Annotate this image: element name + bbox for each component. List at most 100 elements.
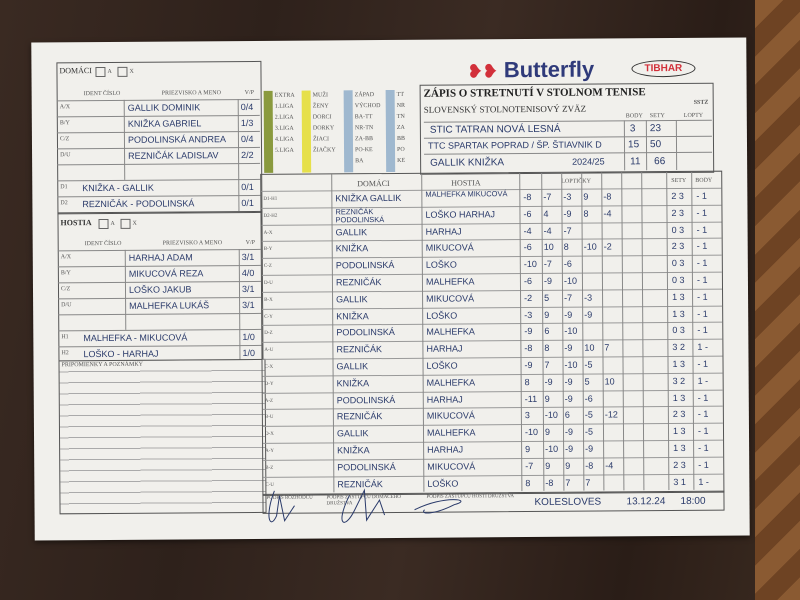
ball-score: 7 bbox=[585, 477, 591, 488]
match-points: - 1 bbox=[696, 224, 708, 235]
ball-score: 9 bbox=[544, 393, 550, 404]
match-code: B-U bbox=[264, 415, 274, 421]
ball-score: 7 bbox=[565, 477, 571, 488]
legend-item[interactable]: VÝCHOD bbox=[354, 103, 381, 110]
match-away-player: MALHEFKA bbox=[426, 326, 475, 338]
sheet-title: ZÁPIS O STRETNUTÍ V STOLNOM TENISE bbox=[423, 86, 646, 100]
home-option-x-checkbox[interactable] bbox=[117, 66, 128, 77]
match-points: - 1 bbox=[697, 425, 709, 437]
match-away-player: MALHEFKA bbox=[426, 427, 476, 438]
vp-label: V/P bbox=[244, 89, 254, 97]
ball-score: -2 bbox=[603, 241, 612, 252]
away-option-a-checkbox[interactable] bbox=[98, 218, 109, 230]
home-option-a-checkbox[interactable] bbox=[95, 66, 106, 78]
match-sets: 3 2 bbox=[672, 375, 686, 386]
player-position: C/Z bbox=[60, 286, 71, 293]
match-code: D-U bbox=[263, 280, 273, 286]
legend-color-swatch bbox=[343, 90, 354, 173]
ball-score: -2 bbox=[524, 292, 533, 303]
match-sets: 1 3 bbox=[672, 291, 685, 302]
col-points: BODY bbox=[695, 177, 713, 184]
player-position: B/Y bbox=[59, 120, 70, 127]
legend-item[interactable]: BA-TT bbox=[354, 114, 373, 121]
match-code: D-X bbox=[264, 432, 274, 438]
match-points: - 1 bbox=[697, 392, 709, 403]
col-home: DOMÁCI bbox=[357, 179, 390, 189]
ball-score: -9 bbox=[565, 443, 574, 454]
legend-item[interactable]: NR-TN bbox=[354, 125, 374, 132]
ball-score: -10 bbox=[564, 359, 578, 370]
ball-score: -9 bbox=[524, 326, 533, 337]
ball-score: -8 bbox=[585, 460, 594, 471]
match-home-player: GALLIK bbox=[336, 361, 369, 372]
ball-score: -12 bbox=[604, 409, 618, 420]
match-away-player: LOŠKO bbox=[426, 360, 458, 371]
legend-item[interactable]: PO bbox=[397, 146, 405, 153]
ball-score: 7 bbox=[544, 359, 550, 370]
legend-item[interactable]: BB bbox=[396, 135, 405, 142]
legend-color-swatch bbox=[301, 90, 312, 173]
legend-item[interactable]: PO-KE bbox=[355, 147, 373, 154]
ball-score: -5 bbox=[584, 359, 593, 370]
match-points: 1 - bbox=[697, 341, 708, 353]
legend-item[interactable]: ŽENY bbox=[312, 103, 329, 110]
match-code: A-X bbox=[263, 230, 273, 236]
player-vp: 3/1 bbox=[241, 283, 255, 295]
legend-item[interactable]: DORCI bbox=[312, 114, 332, 121]
ball-score: 9 bbox=[525, 444, 531, 455]
legend-item[interactable]: TN bbox=[396, 113, 405, 120]
ball-score: -11 bbox=[524, 393, 538, 404]
ball-score: -9 bbox=[564, 342, 573, 353]
match-home-player: GALLIK bbox=[336, 428, 369, 439]
ball-score: -9 bbox=[564, 393, 573, 404]
legend-item[interactable]: 2.LIGA bbox=[274, 114, 294, 121]
ball-score: -10 bbox=[524, 427, 539, 438]
player-position: H2 bbox=[61, 350, 69, 357]
legend-item[interactable]: ŽIACI bbox=[312, 136, 329, 143]
ball-score: 9 bbox=[583, 191, 589, 202]
legend-item[interactable]: 5.LIGA bbox=[275, 147, 294, 154]
signatures bbox=[268, 488, 462, 523]
legend-item[interactable]: 3.LIGA bbox=[274, 125, 294, 132]
ball-score: 9 bbox=[545, 460, 551, 471]
ball-score: -9 bbox=[564, 309, 573, 320]
legend-item[interactable]: BA bbox=[355, 158, 364, 165]
legend-item[interactable]: ZA-BB bbox=[354, 136, 373, 143]
player-vp: 1/0 bbox=[242, 331, 255, 343]
legend-item[interactable]: TT bbox=[396, 91, 405, 98]
ball-score: -8 bbox=[523, 192, 532, 203]
away-option-x-checkbox[interactable] bbox=[120, 218, 131, 229]
name-col-label: PRIEZVISKO A MENO bbox=[161, 90, 221, 97]
legend-item[interactable]: ZÁPAD bbox=[354, 92, 375, 99]
ball-score: -9 bbox=[584, 309, 593, 320]
notes-box bbox=[58, 358, 267, 515]
player-vp: 2/2 bbox=[241, 149, 254, 161]
ball-score: -10 bbox=[545, 443, 559, 454]
legend-item[interactable]: EXTRA bbox=[274, 92, 295, 99]
away-sety: 50 bbox=[649, 139, 662, 151]
vp-label: V/P bbox=[245, 239, 256, 247]
legend-item[interactable]: MUŽI bbox=[312, 92, 329, 99]
match-home-player: PODOLINSKÁ bbox=[335, 260, 395, 271]
ball-score: -9 bbox=[564, 376, 573, 387]
home-label: DOMÁCI bbox=[59, 66, 92, 76]
legend-item[interactable]: ŽIAČKY bbox=[313, 147, 336, 154]
player-position: D1 bbox=[60, 184, 68, 191]
name-col-label: PRIEZVISKO A MENO bbox=[162, 240, 223, 247]
legend-item[interactable]: DORKY bbox=[312, 125, 335, 132]
player-vp: 3/1 bbox=[242, 299, 255, 311]
ball-score: -7 bbox=[564, 292, 573, 303]
ball-score: 9 bbox=[565, 460, 571, 471]
legend-item[interactable]: NR bbox=[396, 102, 406, 109]
legend-item[interactable]: KE bbox=[397, 157, 406, 164]
match-away-player: LOŠKO bbox=[425, 259, 457, 270]
legend-item[interactable]: 1.LIGA bbox=[274, 103, 294, 110]
match-home-player: KNIŽKA bbox=[335, 243, 369, 254]
legend-item[interactable]: 4.LIGA bbox=[274, 136, 294, 143]
player-name: LOŠKO JAKUB bbox=[128, 284, 192, 295]
ball-score: -7 bbox=[525, 460, 534, 471]
away-team-name: TTC SPARTAK POPRAD / ŠP. ŠTIAVNIK D bbox=[427, 139, 602, 151]
legend-item[interactable]: ZA bbox=[396, 124, 405, 131]
ball-score: -8 bbox=[524, 343, 533, 354]
option-a-label: A bbox=[107, 68, 112, 75]
